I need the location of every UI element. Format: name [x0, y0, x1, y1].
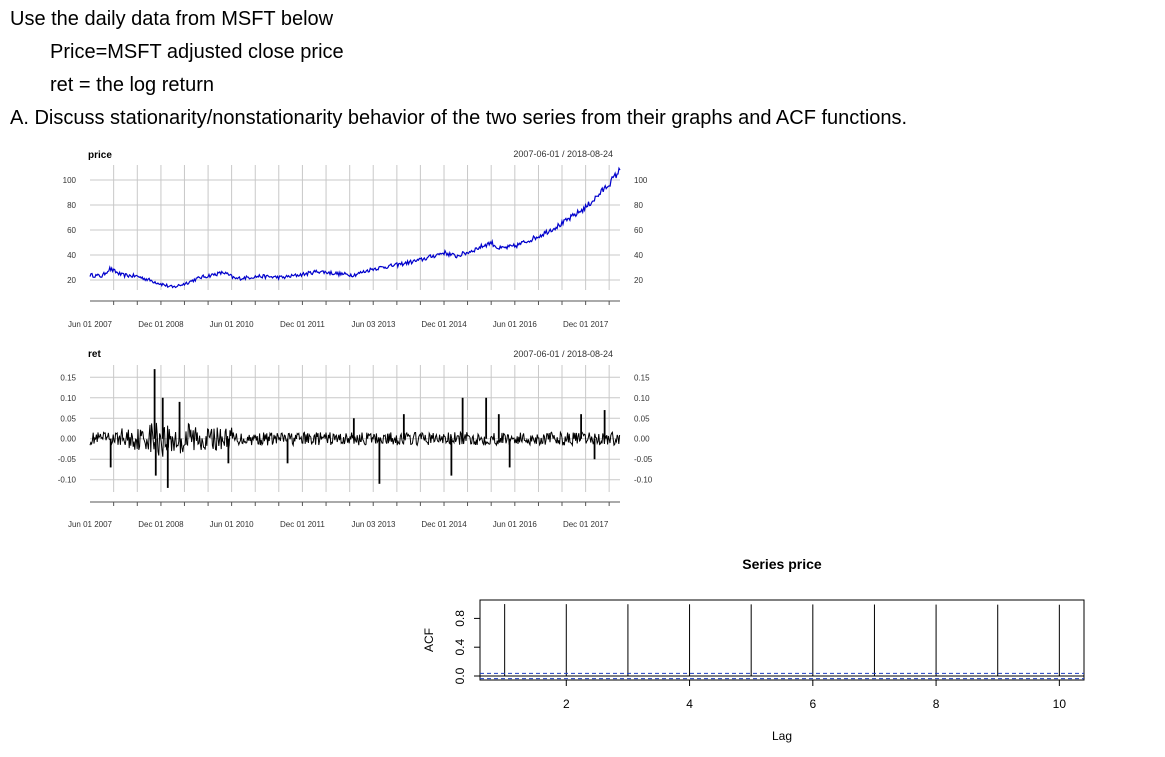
price-grid	[90, 165, 620, 290]
question-line-3: ret = the log return	[50, 74, 214, 96]
y-tick-label-left: -0.10	[58, 476, 77, 485]
ret-x-axis: Jun 01 2007 Dec 01 2008 Jun 01 2010 Dec 01 …	[68, 501, 620, 529]
acf-y-tick-label: 0.0	[453, 667, 467, 684]
acf-confidence-bounds	[480, 672, 1084, 680]
ret-grid	[90, 365, 620, 492]
acf-x-label: Lag	[772, 729, 792, 743]
price-x-axis: Jun 01 2007 Dec 01 2008 Jun 01 2010 Dec 01 …	[68, 300, 620, 329]
y-tick-label-left: 80	[67, 201, 76, 210]
y-tick-label-right: 0.00	[634, 435, 650, 444]
x-tick-label: Jun 03 2013	[351, 320, 396, 329]
acf-x-axis: 2 4 6 8 10	[563, 680, 1066, 711]
ret-series-line	[89, 422, 621, 457]
y-tick-label-right: 60	[634, 226, 643, 235]
y-tick-label-right: 0.15	[634, 373, 650, 382]
question-line-4: A. Discuss stationarity/nonstationarity …	[10, 107, 908, 129]
y-tick-label-right: -0.10	[634, 476, 653, 485]
y-tick-label-left: 0.00	[60, 435, 76, 444]
price-y-ticks: 20 20 40 40 60 60 80 80 100 100	[63, 176, 648, 285]
acf-x-tick-label: 6	[809, 697, 816, 711]
x-tick-label: Dec 01 2017	[563, 520, 609, 529]
acf-x-tick-label: 8	[933, 697, 940, 711]
price-title: price	[88, 150, 112, 161]
y-tick-label-left: 100	[63, 176, 77, 185]
x-tick-label: Dec 01 2017	[563, 320, 609, 329]
y-tick-label-left: 40	[67, 251, 76, 260]
price-series-line	[89, 166, 621, 289]
x-tick-label: Jun 01 2016	[493, 320, 538, 329]
x-tick-label: Dec 01 2008	[138, 320, 184, 329]
acf-y-axis: 0.0 0.4 0.8	[453, 610, 480, 684]
x-tick-label: Jun 01 2010	[210, 320, 255, 329]
y-tick-label-right: 80	[634, 201, 643, 210]
x-tick-label: Dec 01 2011	[280, 320, 325, 329]
x-tick-label: Dec 01 2014	[421, 520, 467, 529]
acf-x-tick-label: 4	[686, 697, 693, 711]
ret-spikes	[109, 369, 606, 488]
ret-date-range: 2007-06-01 / 2018-08-24	[513, 349, 613, 359]
y-tick-label-right: 100	[634, 176, 648, 185]
y-tick-label-right: 0.10	[634, 394, 650, 403]
x-tick-label: Jun 01 2016	[493, 520, 538, 529]
acf-x-tick-label: 2	[563, 697, 570, 711]
y-tick-label-right: 0.05	[634, 414, 650, 423]
ret-panel: ret 2007-06-01 / 2018-08-24 -0.10 -0.10-0…	[58, 349, 653, 529]
x-tick-label: Jun 03 2013	[351, 520, 396, 529]
acf-title: Series price	[742, 556, 822, 572]
x-tick-label: Dec 01 2011	[280, 520, 325, 529]
ret-y-ticks: -0.10 -0.10 -0.05 -0.05 0.00 0.00 0.05 0.05 0.10…	[58, 373, 653, 484]
price-date-range: 2007-06-01 / 2018-08-24	[513, 149, 613, 159]
y-tick-label-left: 0.15	[60, 373, 76, 382]
acf-bars	[480, 604, 1084, 677]
acf-y-tick-label: 0.8	[453, 610, 467, 627]
y-tick-label-left: -0.05	[58, 455, 77, 464]
x-tick-label: Dec 01 2014	[421, 320, 467, 329]
acf-panel: Series price 2 4 6 8 10 0.0 0.4 0.8 Lag ACF	[422, 556, 1085, 743]
y-tick-label-left: 20	[67, 276, 76, 285]
x-tick-label: Jun 01 2010	[210, 520, 255, 529]
y-tick-label-right: 40	[634, 251, 643, 260]
y-tick-label-right: -0.05	[634, 455, 653, 464]
acf-y-label: ACF	[422, 628, 436, 652]
x-tick-label: Jun 01 2007	[68, 320, 113, 329]
y-tick-label-left: 60	[67, 226, 76, 235]
question-line-2: Price=MSFT adjusted close price	[50, 41, 344, 63]
acf-plot-box	[479, 599, 1085, 681]
question-line-1: Use the daily data from MSFT below	[10, 8, 334, 30]
ret-title: ret	[88, 349, 101, 360]
x-tick-label: Jun 01 2007	[68, 520, 113, 529]
price-panel: price 2007-06-01 / 2018-08-24 20 20 40 40 60…	[63, 149, 648, 329]
y-tick-label-right: 20	[634, 276, 643, 285]
acf-x-tick-label: 10	[1053, 697, 1067, 711]
y-tick-label-left: 0.10	[60, 394, 76, 403]
x-tick-label: Dec 01 2008	[138, 520, 184, 529]
acf-y-tick-label: 0.4	[453, 639, 467, 656]
y-tick-label-left: 0.05	[60, 414, 76, 423]
